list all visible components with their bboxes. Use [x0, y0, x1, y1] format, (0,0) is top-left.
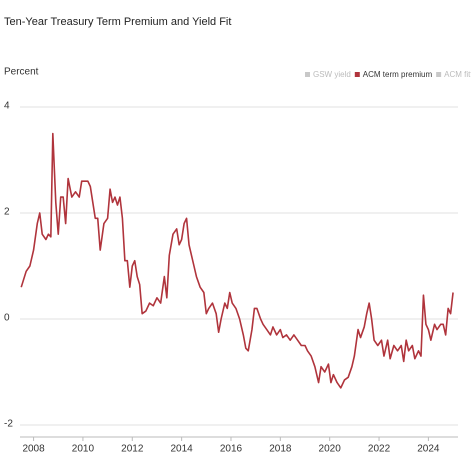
- y-tick-label: -2: [4, 419, 13, 430]
- y-tick-label: 0: [4, 313, 10, 324]
- x-tick-label: 2016: [220, 444, 243, 455]
- x-tick-label: 2022: [368, 444, 391, 455]
- chart-title: Ten-Year Treasury Term Premium and Yield…: [4, 16, 231, 28]
- legend-label: ACM term premium: [363, 70, 433, 79]
- x-tick-label: 2014: [171, 444, 194, 455]
- x-tick-label: 2008: [22, 444, 45, 455]
- legend-swatch: [305, 72, 310, 77]
- x-tick-label: 2020: [319, 444, 342, 455]
- legend-swatch: [354, 72, 360, 77]
- legend-label: GSW yield: [313, 70, 351, 79]
- y-tick-label: 4: [4, 101, 10, 112]
- y-tick-label: 2: [4, 207, 10, 218]
- x-tick-label: 2024: [417, 444, 440, 455]
- line-series: [20, 132, 454, 389]
- legend-label: ACM fitted yield: [444, 70, 471, 79]
- x-tick-label: 2018: [269, 444, 292, 455]
- y-axis-label: Percent: [4, 67, 39, 78]
- x-tick-label: 2012: [121, 444, 144, 455]
- legend-swatch: [436, 72, 442, 77]
- x-tick-label: 2010: [72, 444, 95, 455]
